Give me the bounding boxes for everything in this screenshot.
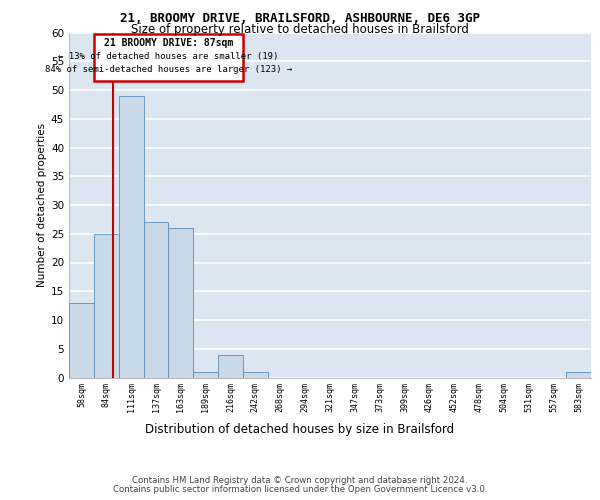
Bar xyxy=(243,372,268,378)
Text: 84% of semi-detached houses are larger (123) →: 84% of semi-detached houses are larger (… xyxy=(45,66,292,74)
FancyBboxPatch shape xyxy=(94,34,243,82)
Bar xyxy=(169,228,193,378)
Y-axis label: Number of detached properties: Number of detached properties xyxy=(37,123,47,287)
Text: Contains public sector information licensed under the Open Government Licence v3: Contains public sector information licen… xyxy=(113,485,487,494)
Bar xyxy=(69,302,94,378)
Text: Contains HM Land Registry data © Crown copyright and database right 2024.: Contains HM Land Registry data © Crown c… xyxy=(132,476,468,485)
Text: Size of property relative to detached houses in Brailsford: Size of property relative to detached ho… xyxy=(131,22,469,36)
Bar xyxy=(218,354,243,378)
Bar xyxy=(143,222,169,378)
Bar xyxy=(566,372,591,378)
Bar xyxy=(193,372,218,378)
Bar xyxy=(94,234,119,378)
Text: Distribution of detached houses by size in Brailsford: Distribution of detached houses by size … xyxy=(145,422,455,436)
Bar xyxy=(119,96,143,378)
Text: ← 13% of detached houses are smaller (19): ← 13% of detached houses are smaller (19… xyxy=(58,52,278,61)
Text: 21, BROOMY DRIVE, BRAILSFORD, ASHBOURNE, DE6 3GP: 21, BROOMY DRIVE, BRAILSFORD, ASHBOURNE,… xyxy=(120,12,480,26)
Text: 21 BROOMY DRIVE: 87sqm: 21 BROOMY DRIVE: 87sqm xyxy=(104,38,233,48)
